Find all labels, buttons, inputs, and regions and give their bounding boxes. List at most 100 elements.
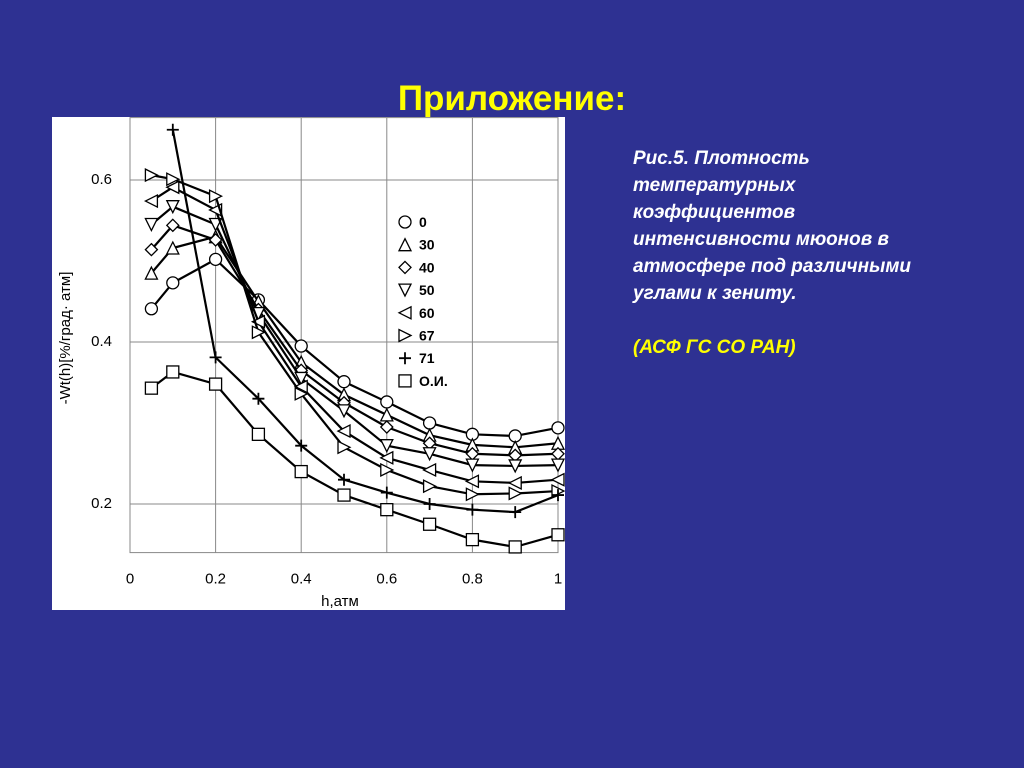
marker bbox=[397, 283, 413, 298]
marker bbox=[166, 365, 180, 379]
marker bbox=[465, 458, 480, 473]
legend-label: 40 bbox=[419, 259, 435, 275]
marker bbox=[398, 374, 412, 388]
legend-label: 67 bbox=[419, 328, 435, 344]
marker bbox=[295, 439, 308, 452]
marker bbox=[208, 217, 223, 232]
marker bbox=[251, 325, 266, 340]
marker bbox=[464, 474, 480, 489]
y-tick-label: 0.4 bbox=[91, 333, 112, 350]
marker bbox=[422, 416, 437, 430]
marker bbox=[336, 404, 352, 419]
marker bbox=[508, 540, 522, 554]
marker bbox=[507, 475, 522, 490]
marker bbox=[380, 395, 394, 409]
marker bbox=[209, 351, 222, 364]
marker bbox=[143, 193, 159, 209]
marker bbox=[208, 377, 223, 391]
marker bbox=[508, 459, 523, 474]
legend-label: 30 bbox=[419, 237, 435, 253]
caption-line: температурных bbox=[633, 175, 797, 196]
marker bbox=[337, 440, 352, 455]
marker bbox=[397, 305, 412, 320]
marker bbox=[422, 479, 438, 494]
marker bbox=[380, 503, 394, 517]
marker bbox=[294, 464, 308, 479]
series-line bbox=[171, 129, 559, 514]
legend-label: 60 bbox=[419, 305, 435, 321]
y-tick-label: 0.2 bbox=[91, 495, 112, 512]
marker bbox=[252, 392, 265, 405]
marker bbox=[379, 439, 394, 454]
marker bbox=[465, 532, 480, 547]
marker bbox=[337, 488, 351, 502]
marker bbox=[550, 458, 566, 473]
marker bbox=[380, 486, 393, 499]
marker bbox=[552, 489, 564, 502]
caption-line: углами к зениту. bbox=[632, 283, 797, 304]
marker bbox=[337, 375, 351, 389]
caption-line: атмосфере под различными bbox=[633, 256, 911, 277]
marker bbox=[294, 386, 309, 401]
marker bbox=[336, 424, 351, 439]
marker bbox=[338, 473, 350, 486]
marker bbox=[165, 180, 180, 195]
x-tick-label: 0 bbox=[126, 571, 134, 588]
caption-line: Рис.5. Плотность bbox=[633, 148, 810, 169]
marker bbox=[551, 528, 565, 542]
plot-frame bbox=[129, 117, 559, 554]
marker bbox=[398, 260, 412, 275]
marker bbox=[380, 462, 395, 478]
legend-label: 71 bbox=[419, 350, 435, 366]
marker bbox=[166, 276, 180, 290]
marker bbox=[208, 189, 224, 204]
marker bbox=[166, 172, 181, 187]
marker bbox=[397, 237, 413, 252]
marker bbox=[465, 487, 480, 502]
slide-title: Приложение: bbox=[398, 79, 626, 118]
x-tick-label: 0.8 bbox=[462, 571, 483, 588]
y-axis-label: -Wt(h)[%/град· атм] bbox=[57, 272, 74, 405]
marker bbox=[251, 427, 266, 441]
caption-note: (АСФ ГС СО РАН) bbox=[633, 337, 796, 358]
marker bbox=[144, 217, 159, 232]
legend-label: 0 bbox=[419, 214, 427, 230]
marker bbox=[144, 265, 159, 280]
marker bbox=[423, 497, 436, 510]
marker bbox=[466, 503, 479, 516]
marker bbox=[208, 252, 223, 267]
marker bbox=[293, 379, 308, 394]
marker bbox=[422, 462, 437, 478]
marker bbox=[165, 218, 180, 233]
caption-line: коэффициентов bbox=[633, 202, 795, 223]
x-tick-label: 1 bbox=[554, 571, 562, 588]
legend-label: 50 bbox=[419, 282, 435, 298]
chart-panel bbox=[52, 117, 565, 610]
marker bbox=[399, 352, 411, 365]
marker bbox=[250, 314, 266, 329]
marker bbox=[550, 472, 565, 487]
marker bbox=[294, 371, 309, 386]
marker bbox=[508, 486, 523, 501]
x-axis-label: h,атм bbox=[321, 593, 359, 610]
marker bbox=[509, 506, 522, 519]
caption-line: интенсивности мюонов в bbox=[633, 229, 889, 250]
x-tick-label: 0.4 bbox=[291, 571, 312, 588]
marker bbox=[551, 421, 565, 435]
marker bbox=[422, 447, 437, 462]
x-tick-label: 0.6 bbox=[376, 571, 397, 588]
x-tick-label: 0.2 bbox=[205, 571, 226, 588]
marker bbox=[398, 328, 413, 343]
marker bbox=[144, 168, 159, 183]
marker bbox=[422, 517, 437, 531]
marker bbox=[144, 302, 159, 316]
marker bbox=[379, 450, 394, 465]
marker bbox=[165, 240, 180, 255]
legend-label: О.И. bbox=[419, 373, 448, 389]
marker bbox=[294, 339, 308, 353]
marker bbox=[144, 381, 159, 395]
marker bbox=[165, 200, 180, 215]
marker bbox=[208, 232, 223, 247]
